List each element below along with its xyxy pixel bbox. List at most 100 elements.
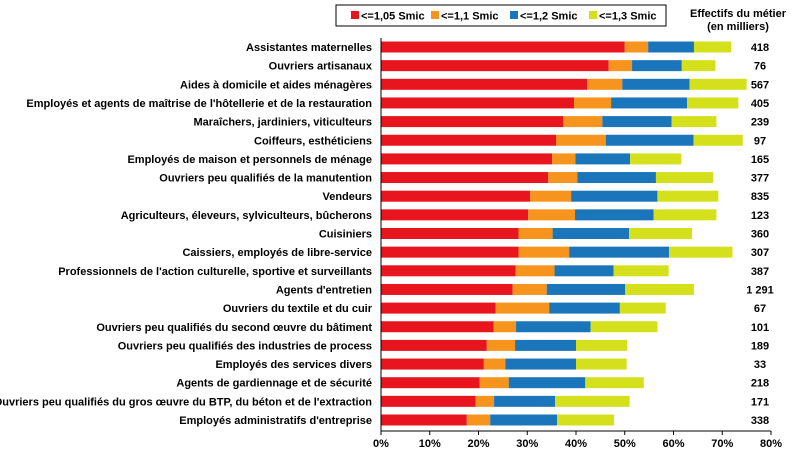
bar-segment-12-4: [669, 246, 733, 258]
bar-segment-15-4: [619, 302, 666, 314]
category-label-20: Ouvriers peu qualifiés du gros œuvre du …: [0, 396, 372, 408]
category-label-12: Caissiers, employés de libre-service: [182, 247, 372, 259]
bar-segment-9-3: [571, 190, 658, 202]
effectif-value-14: 1 291: [746, 284, 774, 296]
bar-segment-16-4: [590, 321, 658, 333]
bar-segment-7-2: [552, 153, 576, 165]
category-label-11: Cuisiniers: [319, 229, 372, 241]
bar-segment-18-1: [381, 358, 484, 370]
bar-segment-6-2: [556, 134, 606, 146]
bar-segment-11-1: [381, 228, 519, 239]
bar-segment-21-4: [556, 414, 615, 426]
bar-segment-4-2: [574, 97, 612, 109]
bar-segment-12-2: [518, 246, 570, 258]
x-axis: 0% 10% 20% 30% 40% 50% 60% 70% 80%: [373, 38, 782, 450]
x-tick-label-2: 10%: [419, 438, 441, 450]
category-label-1: Assistantes maternelles: [246, 42, 372, 54]
bar-segment-10-2: [528, 209, 576, 221]
category-label-16: Ouvriers peu qualifiés du second œuvre d…: [96, 322, 372, 334]
effectif-value-21: 338: [751, 415, 769, 427]
x-tick-label-9: 80%: [760, 438, 782, 450]
bar-segment-17-2: [486, 339, 516, 351]
category-label-6: Coiffeurs, esthéticiens: [254, 135, 372, 147]
bar-segment-17-1: [381, 339, 487, 351]
category-label-3: Aides à domicile et aides ménagères: [180, 79, 372, 91]
bar-segment-5-1: [381, 116, 564, 128]
bar-segment-5-2: [563, 116, 603, 128]
bar-segment-5-3: [602, 116, 672, 128]
bar-segment-18-4: [576, 358, 627, 370]
category-label-17: Ouvriers peu qualifiés des industries de…: [118, 340, 372, 352]
bar-segment-3-2: [587, 78, 623, 90]
effectif-value-17: 189: [751, 340, 769, 352]
effectif-value-3: 567: [751, 79, 769, 91]
legend: <=1,05 Smic <=1,1 Smic <=1,2 Smic <=1,3 …: [351, 11, 657, 23]
effectif-value-12: 307: [751, 247, 769, 259]
effectif-value-8: 377: [751, 173, 769, 185]
bar-segment-12-1: [381, 246, 519, 258]
bar-segment-7-3: [575, 153, 631, 165]
bar-segment-2-3: [632, 60, 682, 72]
effectif-value-1: 418: [751, 42, 769, 54]
legend-swatch-2: [431, 11, 439, 19]
category-label-7: Employés de maison et personnels de ména…: [127, 154, 372, 166]
bar-segment-6-1: [381, 134, 557, 146]
bar-segment-8-4: [655, 172, 713, 184]
category-label-9: Vendeurs: [322, 191, 372, 203]
bar-segment-13-3: [554, 265, 614, 277]
legend-swatch-4: [589, 11, 597, 19]
bar-segment-16-2: [493, 321, 517, 333]
bar-segment-10-1: [381, 209, 529, 221]
bar-segment-5-4: [671, 116, 717, 128]
effectif-value-4: 405: [751, 98, 769, 110]
bar-segment-20-4: [555, 395, 630, 407]
effectif-value-5: 239: [751, 117, 769, 129]
effectifs-group: 418 76 567 405 239 97 165 377 835 123 360 307 387 1 2…: [746, 42, 774, 427]
bar-segment-4-1: [381, 97, 575, 109]
legend-label-3: <=1,2 Smic: [520, 11, 578, 23]
bar-segment-4-3: [611, 97, 688, 109]
bar-segment-20-1: [381, 395, 476, 407]
bar-segment-12-3: [569, 246, 670, 258]
bar-segment-14-3: [546, 283, 626, 295]
effectif-value-16: 101: [751, 322, 769, 334]
bar-segment-18-3: [505, 358, 576, 370]
bar-segment-20-3: [494, 395, 556, 407]
bar-segment-21-2: [466, 414, 491, 426]
legend-swatch-1: [351, 11, 359, 19]
bar-segment-3-4: [689, 78, 747, 90]
bar-segment-6-4: [693, 134, 743, 146]
bar-segment-14-2: [512, 283, 547, 295]
bar-segment-21-1: [381, 414, 467, 426]
category-label-19: Agents de gardiennage et de sécurité: [176, 378, 372, 390]
bar-segment-6-3: [605, 134, 694, 146]
category-label-4: Employés et agents de maîtrise de l'hôte…: [26, 98, 372, 110]
bar-segment-2-2: [608, 60, 633, 72]
bar-segment-9-4: [657, 190, 719, 202]
effectif-value-20: 171: [751, 396, 769, 408]
bar-segment-15-3: [549, 302, 620, 314]
bar-segment-1-3: [648, 41, 694, 53]
bar-segment-7-1: [381, 153, 553, 165]
x-tick-label-1: 0%: [373, 438, 389, 450]
effectif-value-10: 123: [751, 210, 769, 222]
legend-swatch-3: [510, 11, 518, 19]
bar-segment-19-3: [508, 377, 586, 389]
effectif-value-13: 387: [751, 266, 769, 278]
bar-segment-21-3: [490, 414, 557, 426]
bar-segment-18-2: [483, 358, 506, 370]
bar-segment-10-3: [575, 209, 654, 221]
bar-segment-15-1: [381, 302, 496, 314]
x-tick-label-5: 40%: [565, 438, 587, 450]
bar-segment-1-4: [693, 41, 732, 53]
category-label-10: Agriculteurs, éleveurs, sylviculteurs, b…: [121, 210, 372, 222]
side-header-line1: Effectifs du métier: [690, 8, 787, 20]
bar-segment-14-1: [381, 283, 513, 295]
effectif-value-11: 360: [751, 229, 769, 241]
bar-segment-17-4: [576, 339, 628, 351]
effectif-value-9: 835: [751, 191, 769, 203]
bar-segment-3-1: [381, 78, 588, 90]
bar-segment-2-4: [681, 60, 716, 72]
x-tick-label-8: 70%: [711, 438, 733, 450]
